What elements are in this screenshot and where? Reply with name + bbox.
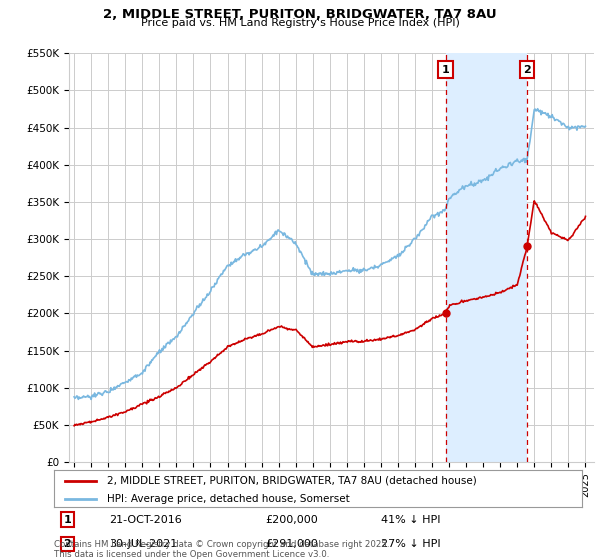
Text: 27% ↓ HPI: 27% ↓ HPI (382, 539, 441, 549)
Text: 2, MIDDLE STREET, PURITON, BRIDGWATER, TA7 8AU (detached house): 2, MIDDLE STREET, PURITON, BRIDGWATER, T… (107, 475, 476, 486)
Text: 30-JUL-2021: 30-JUL-2021 (109, 539, 178, 549)
Text: 1: 1 (64, 515, 71, 525)
Text: Price paid vs. HM Land Registry's House Price Index (HPI): Price paid vs. HM Land Registry's House … (140, 18, 460, 29)
Text: Contains HM Land Registry data © Crown copyright and database right 2025.
This d: Contains HM Land Registry data © Crown c… (54, 540, 389, 559)
Text: 2: 2 (523, 64, 531, 74)
Text: HPI: Average price, detached house, Somerset: HPI: Average price, detached house, Some… (107, 494, 350, 504)
Text: 21-OCT-2016: 21-OCT-2016 (109, 515, 182, 525)
Text: £200,000: £200,000 (265, 515, 318, 525)
Text: 2: 2 (64, 539, 71, 549)
Text: 1: 1 (442, 64, 449, 74)
Text: 41% ↓ HPI: 41% ↓ HPI (382, 515, 441, 525)
Text: 2, MIDDLE STREET, PURITON, BRIDGWATER, TA7 8AU: 2, MIDDLE STREET, PURITON, BRIDGWATER, T… (103, 8, 497, 21)
Text: £291,000: £291,000 (265, 539, 318, 549)
Bar (446, 53, 527, 462)
